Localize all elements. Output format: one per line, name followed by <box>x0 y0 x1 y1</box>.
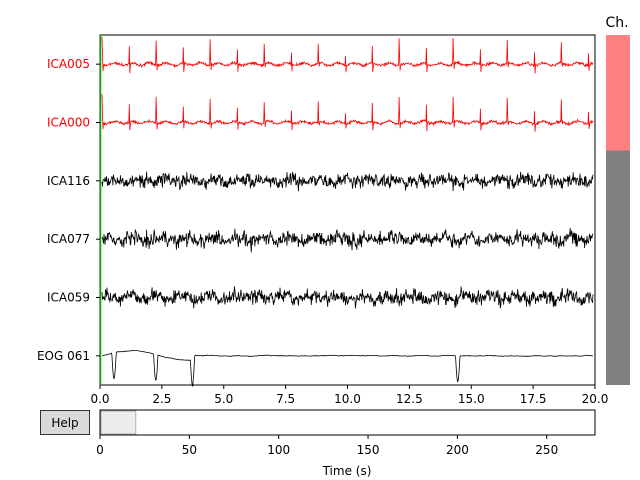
overview-tick-label-2: 100 <box>267 443 290 457</box>
help-button[interactable]: Help <box>40 410 90 435</box>
channel-label-4[interactable]: ICA059 <box>47 291 90 305</box>
time-tick-label-1: 2.5 <box>152 392 171 406</box>
time-tick-label-0: 0.0 <box>90 392 109 406</box>
overview-tick-label-0: 0 <box>96 443 104 457</box>
channel-label-3[interactable]: ICA077 <box>47 232 90 246</box>
trace-0 <box>101 36 594 74</box>
time-overview-bar[interactable] <box>99 409 596 436</box>
channel-label-2[interactable]: ICA116 <box>47 174 90 188</box>
time-axis: 0.0 2.5 5.0 7.5 10.0 12.5 15.0 17.5 20.0 <box>90 385 608 406</box>
overview-tick-label-3: 150 <box>357 443 380 457</box>
trace-2 <box>101 171 594 192</box>
trace-4 <box>101 286 594 309</box>
time-window-thumb[interactable] <box>100 410 137 435</box>
time-tick-label-7: 17.5 <box>520 392 547 406</box>
time-tick-label-3: 7.5 <box>276 392 295 406</box>
traces-group <box>101 36 594 387</box>
time-tick-label-4: 10.0 <box>334 392 361 406</box>
channel-label-1[interactable]: ICA000 <box>47 116 90 130</box>
traces-axes[interactable] <box>99 34 596 386</box>
channel-labels: ICA005 ICA000 ICA116 ICA077 ICA059 EOG 061 <box>37 57 100 363</box>
channel-scrollbar-title: Ch. <box>605 15 628 31</box>
channel-label-5[interactable]: EOG 061 <box>37 349 90 363</box>
time-tick-label-8: 20.0 <box>582 392 609 406</box>
overview-tick-label-4: 200 <box>446 443 469 457</box>
overview-tick-label-1: 50 <box>182 443 197 457</box>
time-tick-label-2: 5.0 <box>214 392 233 406</box>
trace-5 <box>101 350 593 387</box>
trace-3 <box>101 227 594 253</box>
channel-label-0[interactable]: ICA005 <box>47 57 90 71</box>
time-tick-label-5: 12.5 <box>396 392 423 406</box>
overview-tick-label-5: 250 <box>535 443 558 457</box>
overview-xlabel: Time (s) <box>322 464 372 478</box>
trace-1 <box>101 94 594 132</box>
channel-scrollbar-thumb[interactable] <box>606 35 630 151</box>
time-tick-label-6: 15.0 <box>458 392 485 406</box>
overview-axis: 0 50 100 150 200 250 <box>96 435 558 457</box>
